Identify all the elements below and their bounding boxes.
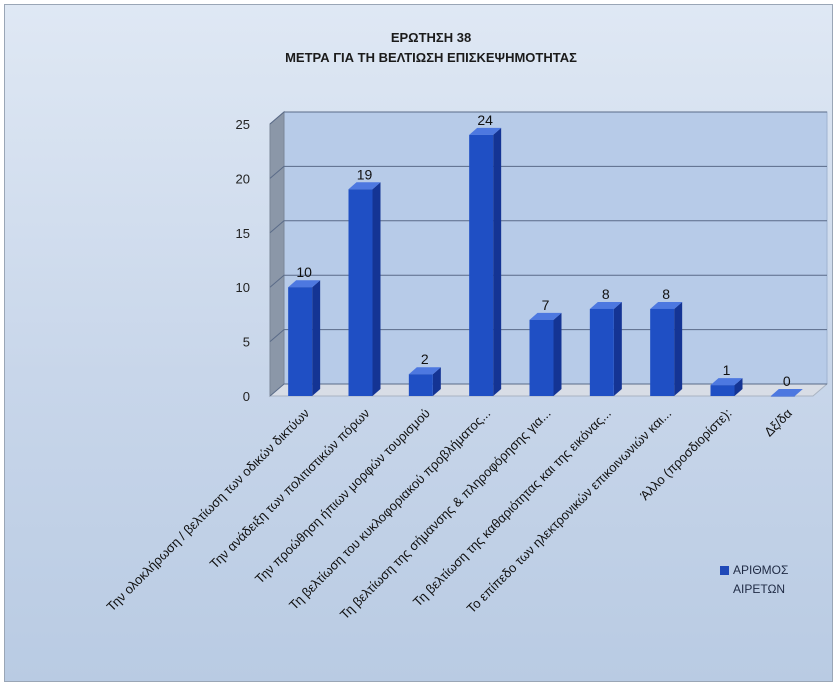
data-label: 10 — [296, 264, 312, 280]
bar — [529, 312, 562, 396]
bar — [408, 367, 441, 396]
x-tick-label: Τη βελτίωση της σήμανσης & πληροφόρησης … — [337, 406, 554, 623]
bar — [650, 301, 683, 396]
y-tick-label: 25 — [236, 117, 250, 132]
bar — [770, 389, 803, 397]
data-label: 8 — [602, 286, 610, 302]
data-label: 19 — [357, 166, 373, 182]
gridline — [269, 274, 827, 288]
bar — [589, 301, 622, 396]
y-tick-label: 15 — [236, 226, 250, 241]
gridline — [269, 329, 827, 342]
bar — [469, 127, 502, 396]
data-label: 1 — [723, 362, 731, 378]
y-tick-label: 10 — [236, 280, 250, 295]
chart-title: ΜΕΤΡΑ ΓΙΑ ΤΗ ΒΕΛΤΙΩΣΗ ΕΠΙΣΚΕΨΗΜΟΤΗΤΑΣ — [285, 50, 577, 65]
data-label: 24 — [477, 112, 493, 128]
legend: ΑΡΙΘΜΟΣ ΑΙΡΕΤΩΝ — [720, 561, 788, 599]
data-label: 7 — [542, 297, 550, 313]
gridline — [269, 111, 827, 125]
side-wall — [269, 110, 285, 398]
y-tick-label: 0 — [243, 389, 250, 404]
bar — [710, 378, 743, 396]
y-tick-label: 5 — [243, 335, 250, 350]
gridline — [269, 165, 827, 179]
legend-swatch — [720, 566, 729, 575]
x-tick-label: Τη βελτίωση του κυκλοφοριακού προβλήματο… — [286, 406, 493, 613]
chart-title: ΕΡΩΤΗΣΗ 38 — [391, 30, 471, 45]
legend-label: ΑΡΙΘΜΟΣ ΑΙΡΕΤΩΝ — [733, 563, 789, 596]
x-tick-label: Δξ/δα — [761, 405, 795, 439]
x-tick-label: Το επίπεδο των ηλεκτρονικών επικοινωνιών… — [464, 406, 675, 617]
x-tick-label: Την ολοκλήρωση / βελτίωση των οδικών δικ… — [104, 406, 313, 615]
gridline — [269, 220, 827, 234]
bar — [288, 280, 321, 396]
data-label: 8 — [662, 286, 670, 302]
data-label: 0 — [783, 373, 791, 389]
bar — [348, 182, 381, 396]
data-label: 2 — [421, 351, 429, 367]
gridline — [269, 383, 827, 397]
y-tick-label: 20 — [236, 171, 250, 186]
